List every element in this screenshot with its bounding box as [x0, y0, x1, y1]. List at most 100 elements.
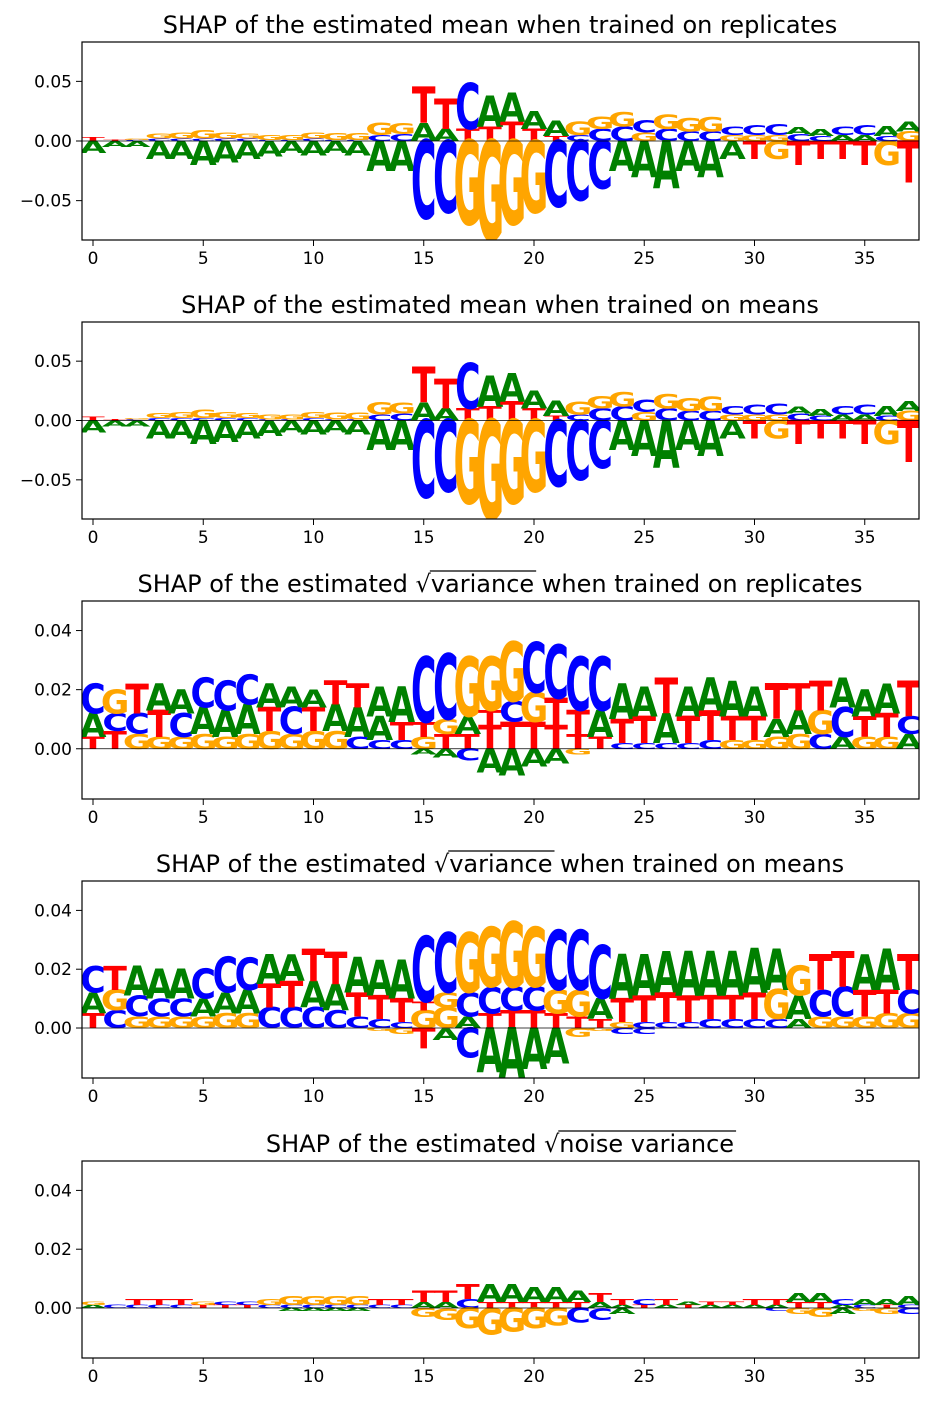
logo-letter-C-pos4: C — [168, 994, 193, 1023]
logo-letter-C-pos17: C — [455, 1020, 480, 1067]
logo-letter-C-pos25: C — [632, 398, 657, 417]
x-tick-label: 10 — [303, 1087, 325, 1107]
logo-letter-A-pos35: A — [851, 683, 878, 725]
logo-letter-T-pos34: T — [831, 943, 855, 1000]
logo-letter-A-pos35: A — [851, 133, 879, 143]
logo-letter-T-pos1: T — [103, 960, 127, 998]
logo-letter-T-pos36: T — [875, 1304, 899, 1309]
x-tick-label: 0 — [88, 1367, 99, 1387]
logo-letter-C-pos34: C — [830, 699, 855, 747]
logo-letter-C-pos12: C — [345, 419, 370, 421]
logo-letter-C-pos3: C — [146, 994, 171, 1023]
logo-letter-C-pos14: C — [389, 1304, 414, 1309]
logo-letter-G-pos3: G — [145, 1014, 173, 1033]
logo-letter-C-pos25: C — [632, 741, 657, 750]
logo-letter-A-pos16: A — [432, 1025, 459, 1044]
logo-letter-C-pos36: C — [874, 414, 899, 422]
logo-letter-C-pos11: C — [323, 1006, 348, 1035]
logo-letter-C-pos33: C — [808, 135, 833, 143]
logo-letter-C-pos23: C — [587, 641, 612, 728]
logo-letter-G-pos26: G — [652, 390, 680, 413]
logo-letter-T-pos26: T — [654, 668, 678, 726]
logo-letter-T-pos21: T — [544, 1009, 568, 1033]
logo-letter-G-pos4: G — [167, 734, 195, 753]
logo-letter-T-pos16: T — [434, 1288, 458, 1307]
logo-letter-G-pos20: G — [520, 684, 548, 732]
logo-letter-G-pos28: G — [696, 113, 724, 136]
panel-title: SHAP of the estimated mean when trained … — [181, 291, 819, 319]
logo-letter-T-pos25: T — [632, 1304, 656, 1309]
logo-letter-A-pos20: A — [521, 386, 549, 415]
logo-letter-A-pos21: A — [543, 745, 570, 769]
logo-letter-A-pos35: A — [851, 946, 878, 1003]
logo-letter-A-pos3: A — [146, 961, 173, 1008]
logo-letters: AGCCTCTCTTGTCTCCGCGACGACGACGACTCTATGATGC… — [82, 1280, 919, 1344]
logo-letter-A-pos12: A — [344, 417, 371, 440]
x-tick-label: 25 — [633, 528, 655, 548]
logo-letter-T-pos17: T — [456, 126, 480, 145]
logo-letter-G-pos12: G — [343, 1294, 371, 1308]
logo-letter-A-pos11: A — [322, 418, 349, 437]
x-tick-label: 15 — [413, 249, 435, 269]
logo-letter-T-pos15: T — [412, 78, 436, 136]
logo-letter-C-pos26: C — [654, 1021, 679, 1030]
logo-letter-G-pos13: G — [365, 400, 393, 419]
logo-letter-T-pos9: T — [280, 975, 304, 1017]
logo-letter-A-pos24: A — [609, 942, 636, 1013]
logo-letter-T-pos29: T — [721, 710, 745, 748]
logo-letter-A-pos7: A — [234, 696, 261, 744]
y-tick-label: 0.00 — [34, 1019, 72, 1039]
logo-letter-T-pos3: T — [147, 1298, 172, 1307]
logo-letter-T-pos10: T — [302, 941, 326, 992]
logo-letter-C-pos6: C — [213, 1301, 238, 1306]
logo-letter-G-pos7: G — [233, 412, 261, 420]
logo-letter-C-pos9: C — [279, 1003, 304, 1035]
logo-letter-C-pos0: C — [80, 960, 105, 1002]
logo-letter-T-pos16: T — [434, 371, 458, 419]
logo-letter-A-pos0: A — [80, 418, 107, 437]
logo-letter-G-pos35: G — [851, 734, 879, 753]
logo-letter-A-pos29: A — [719, 671, 746, 729]
logo-letter-A-pos29: A — [719, 939, 746, 1010]
logo-letter-T-pos15: T — [412, 1023, 436, 1055]
x-tick-label: 25 — [633, 1367, 655, 1387]
logo-letter-A-pos36: A — [873, 404, 901, 419]
logo-letter-G-pos6: G — [211, 411, 239, 420]
logo-letter-A-pos19: A — [499, 364, 526, 411]
logo-letter-G-pos22: G — [564, 398, 592, 420]
logo-letter-A-pos37: A — [895, 120, 923, 135]
logo-letter-C-pos22: C — [565, 124, 590, 221]
logo-letter-C-pos7: C — [235, 1301, 260, 1306]
logo-letter-T-pos21: T — [544, 135, 568, 143]
x-tick-label: 35 — [854, 528, 876, 548]
logo-letter-A-pos23: A — [587, 994, 614, 1026]
logo-letter-C-pos31: C — [764, 122, 789, 139]
logo-letter-A-pos17: A — [454, 712, 482, 741]
logo-letter-C-pos26: C — [654, 741, 679, 750]
logo-letter-T-pos18: T — [478, 402, 503, 425]
logo-letter-C-pos33: C — [808, 414, 833, 422]
logo-letter-G-pos18: G — [476, 112, 504, 272]
logo-letter-C-pos23: C — [587, 126, 612, 145]
logo-letters: TATACGACGACGACGACGACGACGACGACGACGACGACGA… — [80, 350, 919, 552]
panel-title: SHAP of the estimated √noise variance — [266, 1130, 734, 1158]
logo-letter-T-pos19: T — [500, 1006, 524, 1035]
logo-letters: TACTCGGCTGTAGCAGACGACGACGTAGCAGTAGATCATC… — [82, 626, 919, 785]
x-tick-label: 0 — [88, 808, 99, 828]
logo-letter-C-pos21: C — [543, 914, 568, 1009]
x-tick-label: 5 — [198, 808, 209, 828]
logo-letter-A-pos32: A — [785, 989, 812, 1027]
logo-letter-A-pos2: A — [124, 958, 151, 1005]
logo-letter-C-pos10: C — [301, 417, 326, 421]
logo-letter-C-pos3: C — [146, 417, 171, 421]
logo-letter-C-pos11: C — [323, 1304, 348, 1309]
logo-letter-T-pos29: T — [721, 989, 745, 1027]
logo-letter-G-pos1: G — [101, 683, 129, 721]
logo-letter-A-pos24: A — [609, 1304, 636, 1309]
logo-letter-C-pos14: C — [389, 1021, 414, 1030]
logo-letter-G-pos13: G — [365, 120, 393, 139]
logo-letter-C-pos20: C — [521, 628, 546, 709]
logo-letter-A-pos19: A — [499, 85, 526, 132]
logo-letter-G-pos18: G — [476, 392, 504, 552]
